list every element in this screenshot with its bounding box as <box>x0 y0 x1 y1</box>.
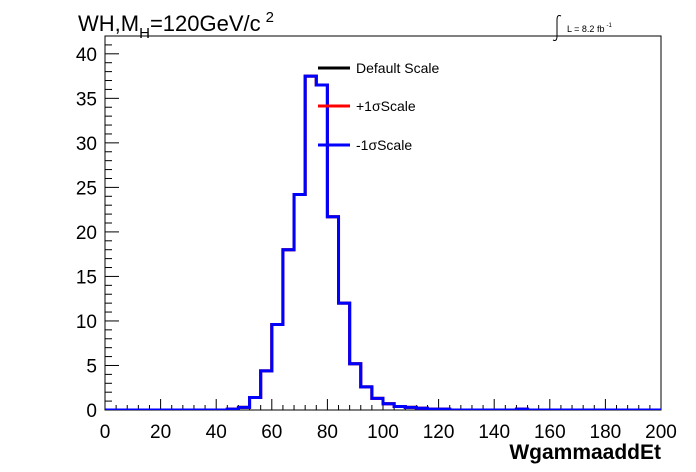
series-line-1 <box>105 74 661 410</box>
y-tick-label: 35 <box>76 89 97 110</box>
y-tick-label: 40 <box>76 45 97 66</box>
x-tick-label: 80 <box>317 422 338 443</box>
x-tick-label: 140 <box>478 422 510 443</box>
chart-title: WH,MH=120GeV/c 2 <box>78 9 274 42</box>
legend-label: -1σScale <box>356 137 412 153</box>
y-tick-label: 20 <box>76 223 97 244</box>
series-line-2 <box>105 74 661 410</box>
series-layer <box>105 74 661 410</box>
y-tick-label: 30 <box>76 134 97 155</box>
legend-label: +1σScale <box>356 98 416 114</box>
x-axis-label: WgammaaddEt <box>509 441 661 464</box>
y-tick-label: 5 <box>86 356 97 377</box>
luminosity-text: L = 8.2 fb -1 <box>567 23 612 34</box>
y-tick-label: 10 <box>76 312 97 333</box>
x-tick-label: 60 <box>261 422 282 443</box>
integral-sign-icon <box>552 15 562 41</box>
x-tick-label: 160 <box>534 422 566 443</box>
legend: Default Scale +1σScale -1σScale <box>318 60 439 153</box>
x-tick-label: 180 <box>590 422 622 443</box>
y-tick-label: 0 <box>86 401 97 422</box>
luminosity-label: L = 8.2 fb -1 <box>552 15 612 41</box>
x-tick-label: 200 <box>645 422 677 443</box>
y-axis: 0 5 10 15 20 25 30 35 40 <box>76 35 119 422</box>
y-tick-label: 25 <box>76 178 97 199</box>
legend-label: Default Scale <box>356 60 439 76</box>
series-line-3 <box>105 74 661 410</box>
x-tick-label: 40 <box>206 422 227 443</box>
x-tick-label: 100 <box>367 422 399 443</box>
x-axis: 0 20 40 60 80 100 120 140 160 180 200 <box>100 399 677 443</box>
x-tick-label: 120 <box>423 422 455 443</box>
y-tick-label: 15 <box>76 267 97 288</box>
plot-frame <box>104 35 662 411</box>
x-tick-label: 20 <box>150 422 171 443</box>
x-tick-label: 0 <box>100 422 111 443</box>
